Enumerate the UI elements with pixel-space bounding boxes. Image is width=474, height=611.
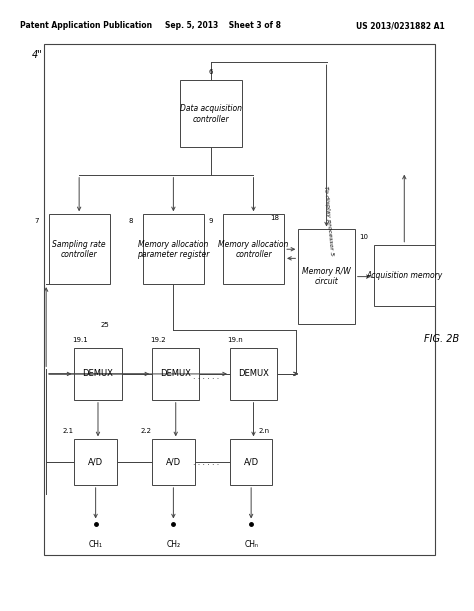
Bar — [223, 214, 284, 284]
Text: US 2013/0231882 A1: US 2013/0231882 A1 — [356, 21, 444, 31]
Text: To display processor 5: To display processor 5 — [323, 185, 335, 255]
Text: 2.1: 2.1 — [63, 428, 74, 434]
Text: Acquisition memory: Acquisition memory — [366, 271, 442, 280]
Text: Memory R/W
circuit: Memory R/W circuit — [302, 267, 351, 287]
Text: . . . . . .: . . . . . . — [193, 372, 219, 381]
Bar — [44, 44, 435, 555]
Bar — [74, 439, 117, 485]
Bar — [74, 348, 121, 400]
Text: CH₁: CH₁ — [89, 540, 103, 549]
Bar — [143, 214, 204, 284]
Text: 18: 18 — [270, 215, 279, 221]
Bar — [152, 348, 199, 400]
Text: 2.2: 2.2 — [140, 428, 151, 434]
Text: 25: 25 — [100, 322, 109, 327]
Text: Memory allocation
parameter register: Memory allocation parameter register — [137, 240, 210, 259]
Bar — [230, 348, 277, 400]
Text: 19.2: 19.2 — [150, 337, 165, 343]
Text: 10: 10 — [359, 233, 368, 240]
Bar — [230, 439, 273, 485]
Text: A/D: A/D — [166, 458, 181, 467]
Text: Memory allocation
controller: Memory allocation controller — [219, 240, 289, 259]
Bar — [48, 214, 110, 284]
Text: 6: 6 — [209, 70, 213, 75]
Text: CHₙ: CHₙ — [244, 540, 258, 549]
Text: Sep. 5, 2013    Sheet 3 of 8: Sep. 5, 2013 Sheet 3 of 8 — [165, 21, 281, 31]
Text: DEMUX: DEMUX — [238, 370, 269, 378]
Text: Sampling rate
controller: Sampling rate controller — [52, 240, 106, 259]
Bar — [181, 81, 242, 147]
Text: 7: 7 — [35, 218, 39, 224]
Text: A/D: A/D — [244, 458, 259, 467]
Bar — [298, 230, 355, 324]
Text: 9: 9 — [209, 218, 213, 224]
Bar — [374, 244, 435, 306]
Text: DEMUX: DEMUX — [82, 370, 113, 378]
Text: DEMUX: DEMUX — [160, 370, 191, 378]
Text: . . . . . .: . . . . . . — [193, 458, 219, 467]
Text: CH₂: CH₂ — [166, 540, 181, 549]
Text: 4": 4" — [32, 50, 43, 60]
Text: 2.n: 2.n — [258, 428, 269, 434]
Text: Data acquisition
controller: Data acquisition controller — [180, 104, 242, 123]
Text: 8: 8 — [128, 218, 133, 224]
Text: 19.1: 19.1 — [72, 337, 88, 343]
Text: 19.n: 19.n — [228, 337, 243, 343]
Text: FIG. 2B: FIG. 2B — [424, 334, 460, 344]
Text: Patent Application Publication: Patent Application Publication — [20, 21, 152, 31]
Bar — [152, 439, 195, 485]
Text: A/D: A/D — [88, 458, 103, 467]
